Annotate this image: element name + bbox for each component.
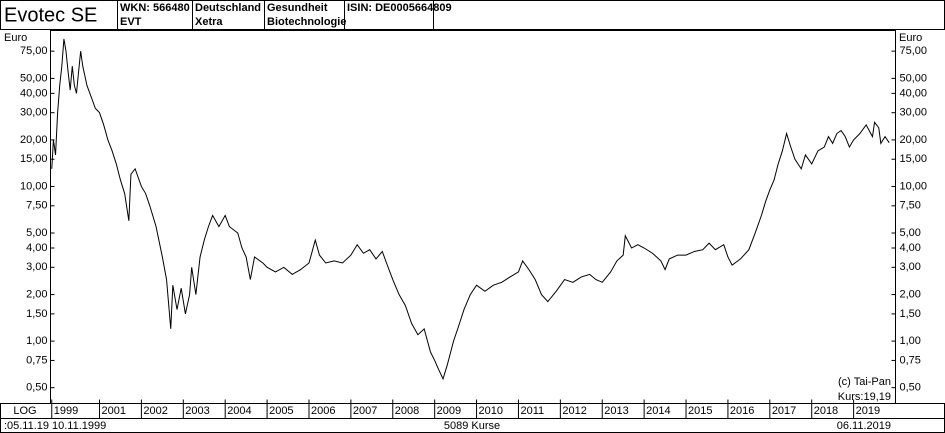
x-tick-label: 2005 bbox=[269, 405, 293, 417]
y-tick-label: 40,00 bbox=[900, 87, 928, 99]
x-tick-label: 2006 bbox=[311, 405, 335, 417]
y-tick-label: 0,75 bbox=[26, 354, 47, 366]
x-tick-label: 2002 bbox=[143, 405, 167, 417]
header-cell: Biotechnologie bbox=[267, 16, 346, 28]
header-cell: Deutschland bbox=[195, 2, 261, 14]
x-tick-label: 2016 bbox=[730, 405, 754, 417]
x-tick-label: 2004 bbox=[227, 405, 251, 417]
x-tick-label: 2009 bbox=[437, 405, 461, 417]
y-tick-label: 30,00 bbox=[20, 107, 48, 119]
y-tick-label: 2,00 bbox=[26, 288, 47, 300]
header-cell: Gesundheit bbox=[267, 2, 328, 14]
y-tick-label: 20,00 bbox=[20, 134, 48, 146]
y-tick-label: 10,00 bbox=[900, 180, 928, 192]
y-tick-label: 75,00 bbox=[900, 45, 928, 57]
y-tick-label: 1,00 bbox=[26, 335, 47, 347]
y-tick-label: 7,50 bbox=[26, 200, 47, 212]
y-tick-label: 2,00 bbox=[900, 288, 921, 300]
y-tick-label: 50,00 bbox=[900, 72, 928, 84]
y-axis-title: Euro bbox=[899, 32, 922, 44]
y-tick-label: 3,00 bbox=[26, 261, 47, 273]
y-tick-label: 30,00 bbox=[900, 107, 928, 119]
x-tick-label: 2001 bbox=[102, 405, 126, 417]
y-tick-label: 15,00 bbox=[20, 153, 48, 165]
y-tick-label: 1,50 bbox=[900, 308, 921, 320]
footer-date-from: 10.11.1999 bbox=[52, 420, 106, 432]
y-tick-label: 50,00 bbox=[20, 72, 48, 84]
x-tick-label: 2019 bbox=[856, 405, 880, 417]
header-title: Evotec SE bbox=[4, 4, 97, 26]
y-tick-label: 40,00 bbox=[20, 87, 48, 99]
x-tick-label: 2013 bbox=[604, 405, 628, 417]
y-tick-label: 15,00 bbox=[900, 153, 928, 165]
x-tick-label: 2018 bbox=[814, 405, 838, 417]
price-line bbox=[51, 38, 890, 381]
header-cell: Xetra bbox=[195, 16, 223, 28]
y-tick-label: 4,00 bbox=[26, 242, 47, 254]
footer-time: :05.11.19 bbox=[4, 420, 49, 432]
y-tick-label: 5,00 bbox=[26, 227, 47, 239]
header-cell: ISIN: DE0005664809 bbox=[347, 2, 452, 14]
header-cell: EVT bbox=[120, 16, 142, 28]
y-tick-label: 20,00 bbox=[900, 134, 928, 146]
annotation: Kurs:19,19 bbox=[838, 391, 891, 403]
y-tick-label: 4,00 bbox=[900, 242, 921, 254]
y-tick-label: 7,50 bbox=[900, 200, 921, 212]
footer-date-to: 06.11.2019 bbox=[837, 420, 891, 432]
y-tick-label: 75,00 bbox=[20, 45, 48, 57]
x-tick-label: 2011 bbox=[520, 405, 544, 417]
y-axis-title: Euro bbox=[4, 32, 27, 44]
y-tick-label: 1,50 bbox=[26, 308, 47, 320]
y-tick-label: 1,00 bbox=[900, 335, 921, 347]
y-tick-label: 0,50 bbox=[26, 382, 47, 394]
y-tick-label: 0,75 bbox=[900, 354, 921, 366]
x-tick-label: 2007 bbox=[353, 405, 377, 417]
y-tick-label: 5,00 bbox=[900, 227, 921, 239]
x-tick-label: 2003 bbox=[185, 405, 209, 417]
footer-count: 5089 Kurse bbox=[444, 420, 500, 432]
scale-label: LOG bbox=[13, 405, 36, 417]
x-tick-label: 2017 bbox=[772, 405, 796, 417]
y-tick-label: 0,50 bbox=[900, 382, 921, 394]
annotation: (c) Tai-Pan bbox=[838, 376, 891, 388]
header-cell: WKN: 566480 bbox=[120, 2, 190, 14]
x-tick-label: 2008 bbox=[395, 405, 419, 417]
x-tick-label: 2010 bbox=[479, 405, 503, 417]
x-tick-label: 1999 bbox=[54, 405, 78, 417]
y-tick-label: 10,00 bbox=[20, 180, 48, 192]
x-tick-label: 2014 bbox=[646, 405, 670, 417]
y-tick-label: 3,00 bbox=[900, 261, 921, 273]
x-tick-label: 2015 bbox=[688, 405, 712, 417]
x-tick-label: 2012 bbox=[562, 405, 586, 417]
